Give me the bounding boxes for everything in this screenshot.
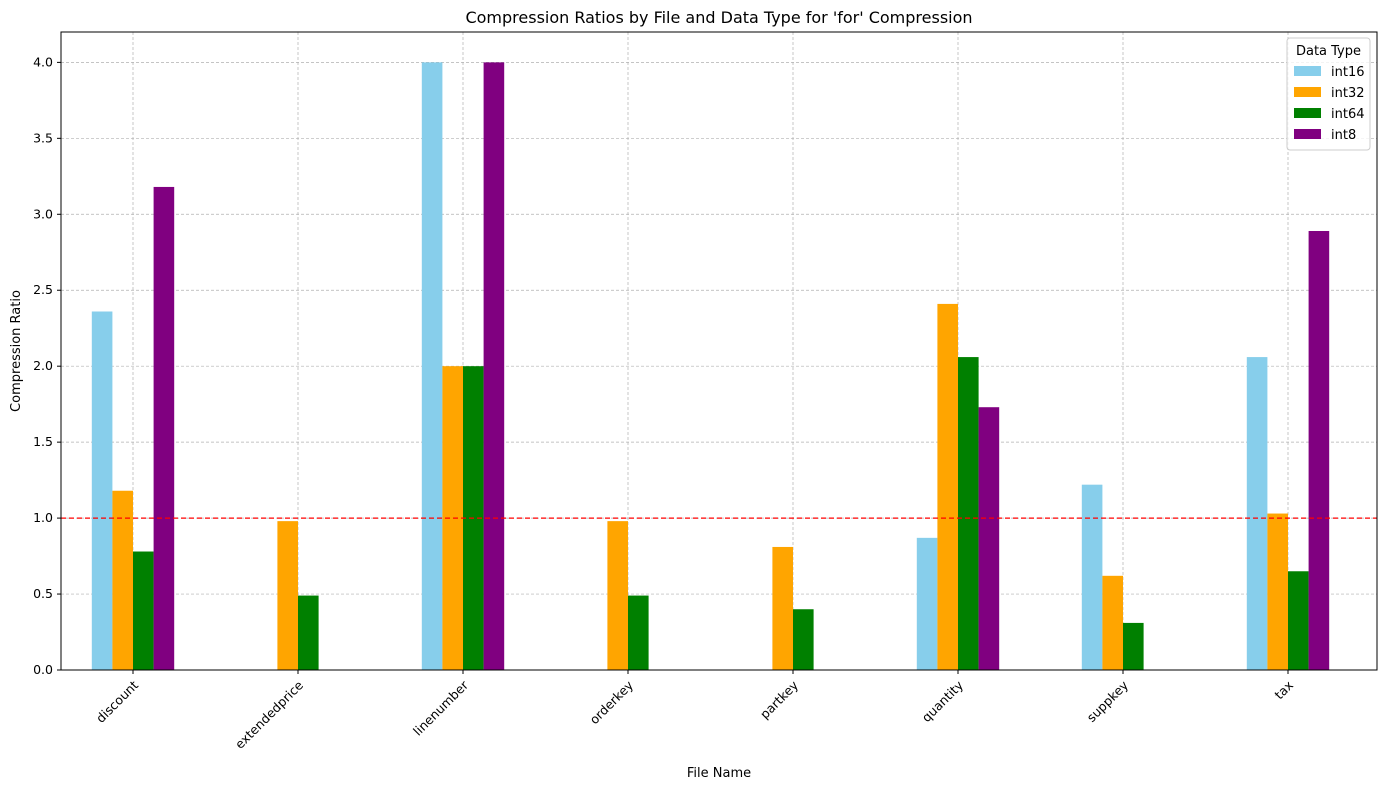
y-tick-label: 4.0: [33, 54, 53, 69]
bar-int32-extendedprice: [277, 521, 298, 670]
plot-frame: [60, 31, 1378, 671]
legend: Data Type int16 int32 int64 int8: [1286, 37, 1371, 151]
x-tick-label: quantity: [919, 677, 967, 725]
y-tick-label: 3.5: [33, 130, 53, 145]
bar-int16-linenumber: [421, 62, 443, 670]
bar-int64-discount: [133, 551, 154, 670]
legend-swatch-int32: [1294, 87, 1321, 97]
y-axis: 0.0 0.5 1.0 1.5 2.0 2.5 3.0 3.5 4.0: [33, 54, 61, 677]
legend-label-int64: int64: [1331, 107, 1365, 122]
bar-int16-quantity: [916, 537, 938, 670]
x-tick-label: partkey: [757, 677, 802, 722]
x-axis: discount extendedprice linenumber orderkey p…: [93, 670, 1296, 752]
legend-swatch-int16: [1294, 66, 1321, 76]
y-tick-label: 1.0: [33, 510, 53, 525]
chart-title: Compression Ratios by File and Data Type…: [465, 8, 972, 27]
bar-int64-suppkey: [1123, 622, 1144, 670]
bar-int32-discount: [112, 490, 133, 670]
x-tick-label: extendedprice: [232, 677, 307, 752]
y-axis-label: Compression Ratio: [9, 290, 24, 412]
bar-int32-suppkey: [1102, 575, 1123, 670]
y-tick-label: 3.0: [33, 206, 53, 221]
bar-int32-partkey: [772, 546, 793, 670]
bar-int8-discount: [153, 186, 175, 670]
bar-int8-linenumber: [483, 62, 505, 670]
bars: [91, 62, 1330, 670]
x-tick-label: linenumber: [410, 677, 472, 739]
x-tick-label: discount: [93, 677, 141, 725]
bar-int64-quantity: [958, 357, 979, 670]
y-tick-label: 2.5: [33, 282, 53, 297]
x-axis-label: File Name: [687, 766, 751, 781]
y-tick-label: 1.5: [33, 434, 53, 449]
bar-int64-tax: [1288, 571, 1309, 670]
bar-int64-partkey: [793, 609, 814, 670]
bar-int16-tax: [1246, 357, 1268, 670]
bar-int32-linenumber: [442, 366, 463, 670]
legend-label-int16: int16: [1331, 65, 1365, 80]
x-tick-label: orderkey: [586, 677, 636, 727]
x-tick-label: suppkey: [1084, 677, 1132, 725]
bar-int32-tax: [1267, 513, 1288, 670]
legend-title: Data Type: [1296, 44, 1361, 59]
grid: [61, 32, 1377, 671]
bar-int16-discount: [91, 311, 113, 670]
bar-int8-quantity: [978, 407, 1000, 670]
bar-int32-orderkey: [607, 521, 628, 670]
bar-int64-orderkey: [628, 595, 649, 670]
y-tick-label: 0.5: [33, 586, 53, 601]
bar-int64-extendedprice: [298, 595, 319, 670]
y-tick-label: 2.0: [33, 358, 53, 373]
legend-swatch-int8: [1294, 129, 1321, 139]
legend-label-int32: int32: [1331, 86, 1365, 101]
bar-int16-suppkey: [1081, 484, 1103, 670]
bar-int8-tax: [1308, 230, 1330, 670]
legend-swatch-int64: [1294, 108, 1321, 118]
y-tick-label: 0.0: [33, 662, 53, 677]
legend-label-int8: int8: [1331, 128, 1356, 143]
x-tick-label: tax: [1271, 678, 1296, 703]
bar-int32-quantity: [937, 303, 958, 670]
